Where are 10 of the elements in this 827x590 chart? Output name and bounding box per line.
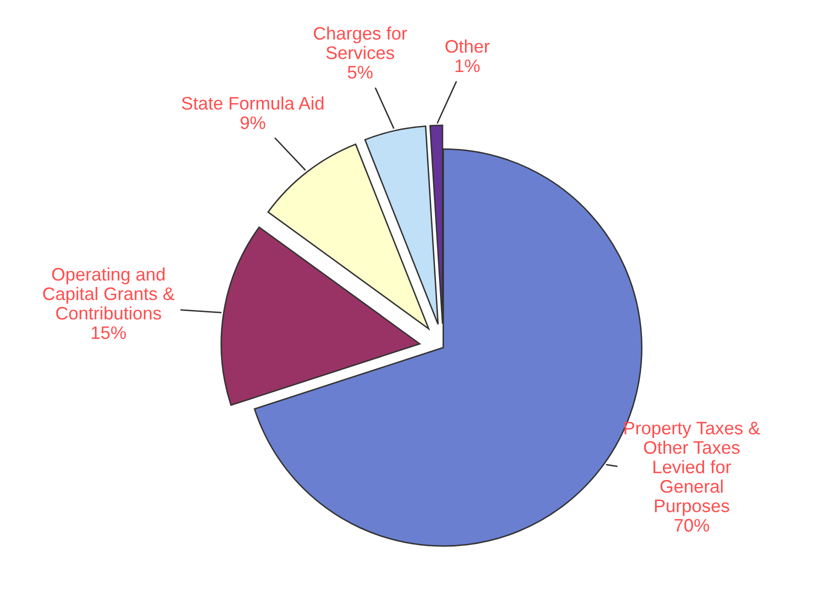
data-label: 1%: [456, 60, 480, 72]
slice-label: Other: [446, 40, 490, 53]
data-label: 5%: [348, 66, 373, 79]
slice-label: Property Taxes & Other Taxes Levied for General Purposes: [624, 422, 760, 516]
slice-label: Operating and Capital Grants & Contributions: [43, 267, 174, 320]
slice-label: State Formula Aid: [182, 96, 324, 110]
slice-label: Charges for Services: [314, 26, 408, 60]
data-label: 70%: [674, 518, 710, 532]
data-label: 9%: [240, 116, 266, 130]
data-label: 15%: [92, 326, 126, 340]
